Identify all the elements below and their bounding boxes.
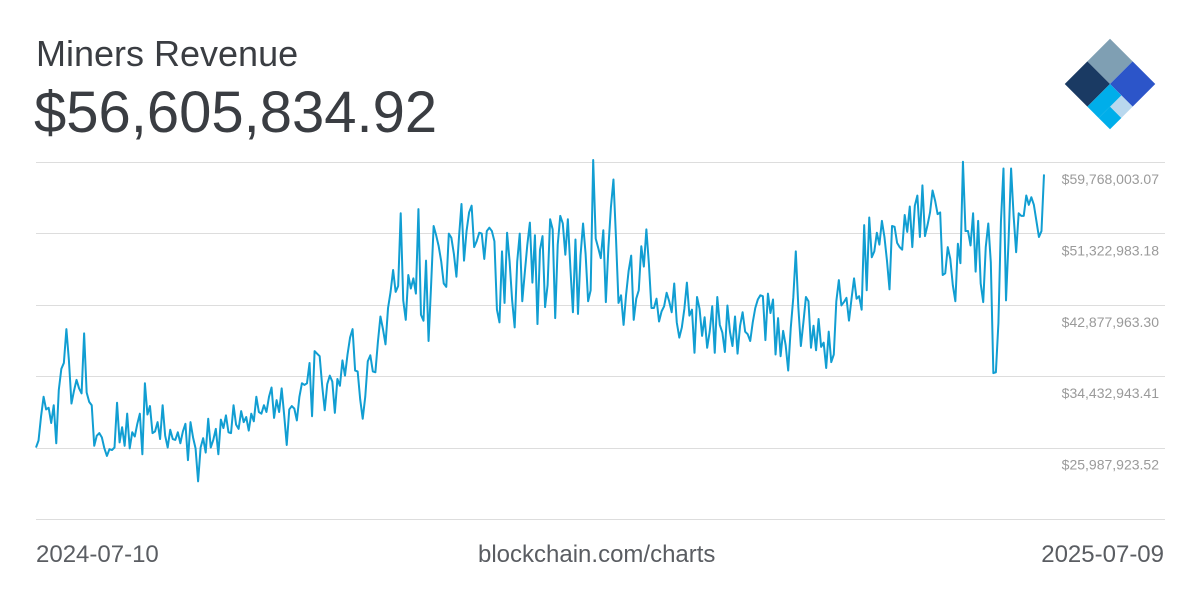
series-line bbox=[35, 159, 1045, 483]
y-tick-label: $42,877,963.30 bbox=[1062, 314, 1160, 330]
y-tick-label: $51,322,983.18 bbox=[1062, 242, 1160, 258]
y-axis-tick-labels: $59,768,003.07 $51,322,983.18 $42,877,963.… bbox=[1062, 171, 1160, 473]
y-tick-label: $34,432,943.41 bbox=[1062, 385, 1160, 401]
x-axis-end-date: 2025-07-09 bbox=[1041, 541, 1164, 568]
logo-tile-bottom bbox=[1087, 84, 1122, 118]
source-link[interactable]: blockchain.com/charts bbox=[478, 541, 716, 568]
x-axis-start-date: 2024-07-10 bbox=[36, 541, 159, 568]
y-tick-label: $25,987,923.52 bbox=[1062, 457, 1160, 473]
chart-title: Miners Revenue bbox=[36, 33, 299, 74]
gridlines bbox=[36, 162, 1165, 520]
blockchain-diamond-logo-icon bbox=[1064, 38, 1156, 130]
current-value: $56,605,834.92 bbox=[34, 80, 438, 145]
y-tick-label: $59,768,003.07 bbox=[1062, 171, 1160, 187]
series-layer bbox=[35, 159, 1045, 483]
